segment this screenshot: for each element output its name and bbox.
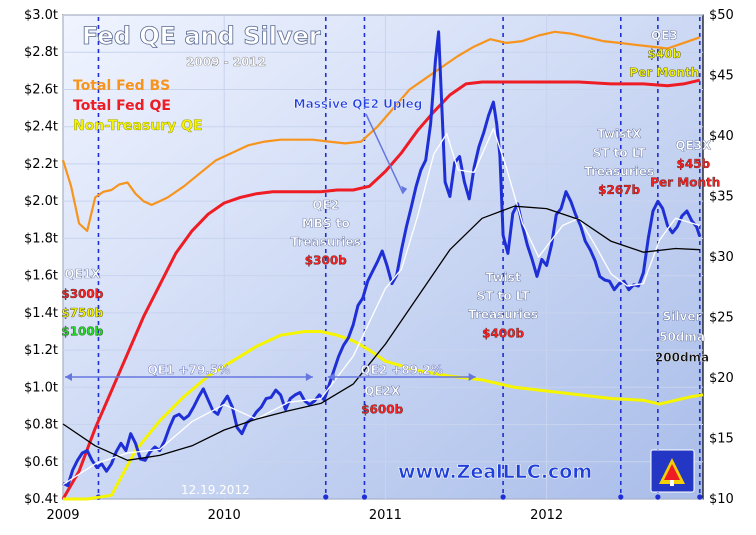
annotation-label: QE2 <box>312 198 339 212</box>
span-arrowhead <box>468 372 476 381</box>
series-line-200dma <box>62 205 700 461</box>
annotation-label: $750b <box>61 306 103 320</box>
series-line-50dma <box>62 128 700 486</box>
qe-marker-dot <box>500 494 506 500</box>
right-tick-label: $10 <box>709 492 734 507</box>
upleg-arrow <box>365 113 404 195</box>
left-tick-label: $2.4t <box>24 120 58 135</box>
right-tick-label: $20 <box>709 371 734 386</box>
series-line-total-fed-qe <box>61 78 701 500</box>
chart-title: Fed QE and Silver <box>82 22 321 50</box>
left-tick-label: $0.4t <box>24 492 58 507</box>
left-tick-label: $0.8t <box>24 418 58 433</box>
annotations: QE1 +79.5% QE2 +89.2% Massive QE2 Upleg QE1… <box>61 28 720 417</box>
x-tick-label: 2009 <box>46 508 79 523</box>
annotation-label: $400b <box>482 326 524 340</box>
annotation-label: $45b <box>677 157 711 171</box>
series-lines <box>61 30 704 501</box>
annotation-label: ST to LT <box>593 146 647 160</box>
right-tick-label: $35 <box>709 190 734 205</box>
span-arrowhead <box>327 372 335 381</box>
annotation-label: 200dma <box>655 351 709 365</box>
qe-marker-dot <box>323 494 329 500</box>
annotation-label: TwistX <box>597 127 642 141</box>
span-arrowhead <box>65 372 72 381</box>
annotation-label: Per Month <box>650 176 720 190</box>
annotation-label: $300b <box>61 287 103 301</box>
axis-ticks: $3.0t $2.8t $2.6t $2.4t $2.2t $2.0t $1.8t $1.6t… <box>24 8 734 523</box>
right-tick-label: $45 <box>709 69 734 84</box>
left-tick-label: $2.8t <box>24 45 58 60</box>
annotation-label: Treasuries <box>584 164 654 178</box>
legend-item-total-fed-qe: Total Fed QE <box>73 98 171 114</box>
annotation-label: QE2X <box>364 384 401 398</box>
right-tick-label: $30 <box>709 250 734 265</box>
x-tick-label: 2012 <box>530 508 563 523</box>
annotation-label: Per Month <box>629 66 699 80</box>
series-line-total-fed-bs <box>61 30 701 232</box>
left-tick-label: $2.2t <box>24 157 58 172</box>
left-tick-label: $0.6t <box>24 455 58 470</box>
annotation-label: 50dma <box>659 330 705 344</box>
zeal-logo <box>650 449 695 493</box>
annotation-label: Treasuries <box>468 308 538 322</box>
right-tick-label: $25 <box>709 311 734 326</box>
qe-marker-dot <box>618 494 624 500</box>
left-tick-label: $2.0t <box>24 194 58 209</box>
qe-marker-dot <box>361 494 368 500</box>
legend-item-non-treasury-qe: Non-Treasury QE <box>73 118 203 134</box>
annotation-label: $100b <box>61 324 103 338</box>
left-tick-label: $3.0t <box>24 8 58 23</box>
span-label: QE1 +79.5% <box>148 363 231 377</box>
right-tick-label: $40 <box>709 129 734 144</box>
grid <box>62 14 703 500</box>
span-label: QE2 +89.2% <box>360 363 443 377</box>
annotation-label: Treasuries <box>291 235 361 249</box>
annotation-label: $267b <box>598 183 640 197</box>
left-tick-label: $1.8t <box>24 231 58 246</box>
date-stamp: 12.19.2012 <box>181 483 250 497</box>
span-arrowhead <box>305 372 313 381</box>
right-tick-label: $50 <box>709 8 734 23</box>
upleg-arrowhead <box>401 185 408 194</box>
left-tick-label: $1.4t <box>24 306 58 321</box>
left-tick-label: $1.6t <box>24 269 58 284</box>
annotation-label: QE1X <box>64 267 101 281</box>
left-tick-label: $1.0t <box>24 380 58 395</box>
series-line-non-treasury-qe <box>63 330 704 501</box>
right-tick-label: $15 <box>709 432 734 447</box>
annotation-label: MBS to <box>302 216 350 230</box>
legend-item-total-fed-bs: Total Fed BS <box>73 78 170 94</box>
qe-marker-dot <box>697 494 703 500</box>
annotation-label: ST to LT <box>477 289 531 303</box>
series-line-silver <box>62 30 702 488</box>
left-tick-label: $1.2t <box>24 343 58 358</box>
annotation-label: $600b <box>361 403 403 417</box>
website-label: www.ZealLLC.com <box>398 461 592 483</box>
annotation-label: QE3X <box>675 138 712 152</box>
x-tick-label: 2011 <box>369 508 402 523</box>
annotation-label: Silver <box>663 310 702 324</box>
annotation-label: $300b <box>305 254 347 268</box>
upleg-label: Massive QE2 Upleg <box>294 97 423 111</box>
annotation-label: $40b <box>647 47 681 61</box>
qe-marker-dot <box>655 494 661 500</box>
annotation-label: Twist <box>486 270 521 284</box>
left-tick-label: $2.6t <box>24 82 58 97</box>
chart-subtitle: 2009 - 2012 <box>186 55 266 69</box>
annotation-label: QE3 <box>651 28 678 42</box>
x-tick-label: 2010 <box>208 508 241 523</box>
